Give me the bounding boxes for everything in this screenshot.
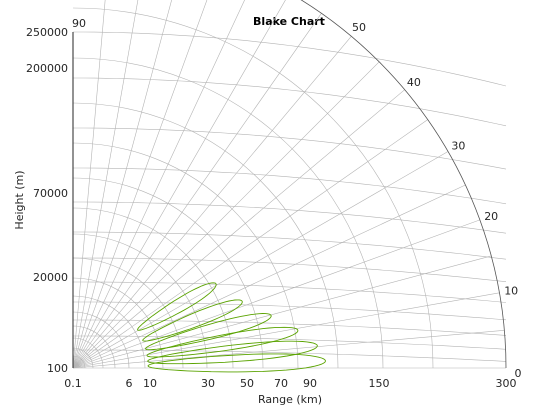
grid-height-curve: [73, 349, 507, 362]
x-tick-label: 6: [126, 377, 133, 390]
chart-labels: 0.1 6 10 30 50 70 90 150 30010020000700002000002…: [26, 17, 522, 390]
y-tick-label: 200000: [26, 62, 68, 75]
grid-height-curve: [73, 257, 507, 282]
chart-grid: [72, 0, 507, 369]
coverage-lobe: [146, 326, 299, 358]
elevation-angle-label: 0: [515, 367, 522, 380]
coverage-pattern: [137, 282, 326, 373]
grid-range-arc: [72, 295, 146, 369]
x-tick-label: 70: [274, 377, 288, 390]
grid-height-curve: [73, 127, 507, 170]
elevation-angle-label: 40: [407, 76, 421, 89]
grid-height-curve: [73, 201, 507, 234]
y-tick-label: 20000: [33, 271, 68, 284]
coverage-lobe: [147, 353, 326, 373]
elevation-angle-label: 50: [352, 21, 366, 34]
grid-height-curve: [73, 77, 507, 127]
grid-range-arc: [72, 177, 264, 369]
y-tick-label: 70000: [33, 187, 68, 200]
grid-range-arc: [72, 355, 86, 369]
x-tick-label: 150: [369, 377, 390, 390]
coverage-lobe: [137, 282, 217, 331]
chart-title: Blake Chart: [253, 15, 325, 28]
y-tick-label: 250000: [26, 26, 68, 39]
coverage-lobe: [147, 340, 318, 365]
grid-range-arc: [72, 337, 104, 369]
grid-range-arc: [72, 347, 94, 369]
elevation-angle-label: 90: [72, 17, 86, 30]
grid-range-arc: [72, 311, 130, 369]
outer-range-arc: [300, 0, 507, 369]
x-tick-label: 50: [240, 377, 254, 390]
x-tick-label: 0.1: [64, 377, 82, 390]
elevation-angle-label: 20: [484, 210, 498, 223]
grid-height-curve: [73, 167, 507, 205]
grid-range-arc: [72, 7, 434, 369]
grid-range-arc: [72, 142, 299, 369]
chart-frame: [72, 0, 507, 369]
grid-height-curve: [73, 301, 507, 321]
coverage-lobe: [142, 299, 243, 342]
grid-range-arc: [72, 233, 208, 369]
grid-range-arc: [72, 57, 384, 369]
x-tick-label: 10: [143, 377, 157, 390]
grid-height-curve: [73, 319, 507, 336]
grid-range-arc: [72, 325, 116, 369]
elevation-angle-label: 30: [451, 140, 465, 153]
grid-height-curve: [73, 31, 507, 87]
x-axis-label: Range (km): [258, 393, 322, 406]
coverage-lobe: [144, 313, 272, 351]
grid-height-curve: [73, 281, 507, 303]
elevation-angle-label: 10: [504, 285, 518, 298]
y-tick-label: 100: [47, 362, 68, 375]
y-axis-label: Height (m): [13, 170, 26, 229]
grid-height-curve: [73, 335, 507, 350]
x-tick-label: 30: [201, 377, 215, 390]
grid-height-curve: [73, 231, 507, 260]
x-tick-label: 300: [496, 377, 517, 390]
x-tick-label: 90: [303, 377, 317, 390]
